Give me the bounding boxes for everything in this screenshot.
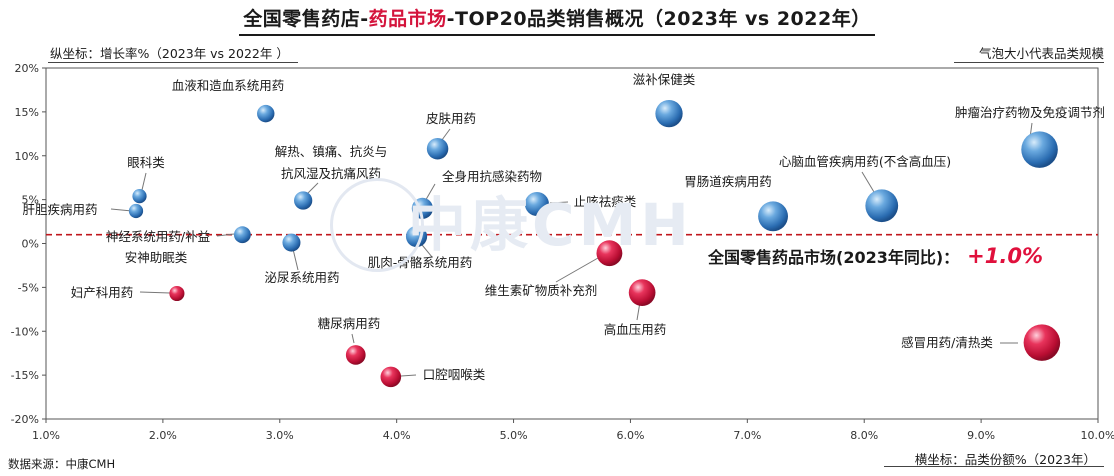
bubble-label: 胃肠道疾病用药 bbox=[684, 174, 772, 189]
leader-line bbox=[139, 291, 171, 294]
x-tick-label: 2.0% bbox=[149, 429, 177, 442]
bubble-label: 眼科类 bbox=[127, 155, 165, 170]
bubble-label: 口腔咽喉类 bbox=[423, 367, 486, 382]
bubble-label: 肿瘤治疗药物及免疫调节剂 bbox=[955, 105, 1105, 120]
x-tick-label: 4.0% bbox=[383, 429, 411, 442]
y-tick-label: -20% bbox=[11, 413, 39, 426]
x-tick-label: 1.0% bbox=[32, 429, 60, 442]
leader-line bbox=[400, 374, 417, 377]
bubble-label: 心脑血管疾病用药(不含高血压) bbox=[779, 154, 951, 169]
y-tick-label: -10% bbox=[11, 325, 39, 338]
bubble bbox=[426, 137, 449, 160]
bubble bbox=[380, 366, 402, 388]
leader-line bbox=[110, 208, 133, 212]
x-tick-label: 9.0% bbox=[967, 429, 995, 442]
bubble-label: 皮肤用药 bbox=[426, 111, 476, 126]
bubble bbox=[233, 226, 251, 244]
market-reference-label: 全国零售药品市场(2023年同比)： +1.0% bbox=[708, 244, 1043, 268]
bubble bbox=[405, 225, 428, 248]
x-tick-label: 8.0% bbox=[850, 429, 878, 442]
bubble bbox=[294, 191, 313, 210]
bubble bbox=[411, 197, 433, 219]
bubble bbox=[655, 99, 683, 128]
bubble-label: 糖尿病用药 bbox=[318, 316, 381, 331]
bubble bbox=[257, 104, 275, 123]
x-axis-label: 横坐标：品类份额%（2023年） bbox=[914, 452, 1096, 467]
bubble-label: 解热、镇痛、抗炎与 bbox=[275, 144, 388, 159]
bubble-label: 止咳祛痰类 bbox=[574, 194, 637, 209]
x-tick-label: 7.0% bbox=[733, 429, 761, 442]
leader-line bbox=[141, 172, 147, 191]
bubble bbox=[345, 345, 366, 365]
data-source: 数据来源：中康CMH bbox=[8, 457, 116, 471]
bubble-label: 感冒用药/清热类 bbox=[901, 335, 993, 350]
bubble bbox=[1021, 131, 1058, 168]
title-part-2: -TOP20品类销售概况（2023年 vs 2022年） bbox=[446, 8, 871, 30]
bubble-label: 血液和造血系统用药 bbox=[172, 78, 285, 93]
y-tick-label: 0% bbox=[22, 238, 39, 251]
bubble-label: 肝胆疾病用药 bbox=[22, 202, 97, 217]
bubble bbox=[169, 285, 185, 302]
y-tick-label: 5% bbox=[22, 194, 39, 207]
bubble bbox=[758, 201, 788, 232]
x-tick-label: 3.0% bbox=[266, 429, 294, 442]
y-axis-label: 纵坐标：增长率%（2023年 vs 2022年 ） bbox=[50, 46, 289, 61]
bubble bbox=[865, 189, 899, 223]
bubble-label: 安神助眠类 bbox=[125, 250, 188, 265]
x-tick-label: 10.0% bbox=[1081, 429, 1114, 442]
chart-title: 全国零售药店-药品市场-TOP20品类销售概况（2023年 vs 2022年） bbox=[239, 4, 875, 36]
leader-line bbox=[216, 233, 235, 237]
leader-line bbox=[549, 201, 569, 204]
bubble bbox=[132, 189, 147, 204]
y-tick-label: 10% bbox=[15, 150, 39, 163]
bubble-label: 泌尿系统用药 bbox=[264, 270, 339, 285]
bubble-label: 神经系统用药/补益 bbox=[106, 229, 210, 244]
leader-line bbox=[555, 257, 599, 283]
y-axis-label-underline bbox=[48, 62, 298, 63]
title-part-1: 全国零售药店- bbox=[243, 8, 369, 30]
bubble-label: 滋补保健类 bbox=[633, 72, 696, 87]
bubble-label: 抗风湿及抗痛风药 bbox=[281, 166, 381, 181]
bubble-note-underline bbox=[954, 62, 1104, 63]
y-tick-label: -15% bbox=[11, 369, 39, 382]
bubble bbox=[128, 203, 144, 219]
bubble-label: 肌肉-骨骼系统用药 bbox=[368, 255, 473, 270]
bubble bbox=[628, 279, 656, 306]
market-reference-text: 全国零售药品市场(2023年同比)： bbox=[708, 248, 960, 267]
x-tick-label: 6.0% bbox=[616, 429, 644, 442]
y-tick-label: 20% bbox=[15, 62, 39, 75]
bubble bbox=[282, 233, 301, 252]
bubble-label: 高血压用药 bbox=[604, 322, 667, 337]
bubble-size-note: 气泡大小代表品类规模 bbox=[978, 46, 1104, 61]
y-tick-label: -5% bbox=[18, 281, 39, 294]
bubble bbox=[596, 240, 623, 267]
chart-title-wrap: 全国零售药店-药品市场-TOP20品类销售概况（2023年 vs 2022年） bbox=[0, 4, 1114, 36]
market-reference-value: +1.0% bbox=[967, 244, 1044, 268]
x-tick-label: 5.0% bbox=[500, 429, 528, 442]
y-tick-label: 15% bbox=[15, 106, 39, 119]
bubble-label: 全身用抗感染药物 bbox=[442, 169, 542, 184]
title-highlight: 药品市场 bbox=[368, 8, 447, 30]
bubble bbox=[1023, 324, 1061, 361]
leader-line bbox=[861, 171, 875, 193]
leader-line bbox=[292, 248, 299, 271]
bubble bbox=[524, 191, 549, 217]
x-axis-label-underline bbox=[884, 466, 1104, 467]
bubble-label: 维生素矿物质补充剂 bbox=[485, 283, 598, 298]
bubble-label: 妇产科用药 bbox=[71, 285, 134, 300]
leader-line bbox=[351, 333, 355, 344]
